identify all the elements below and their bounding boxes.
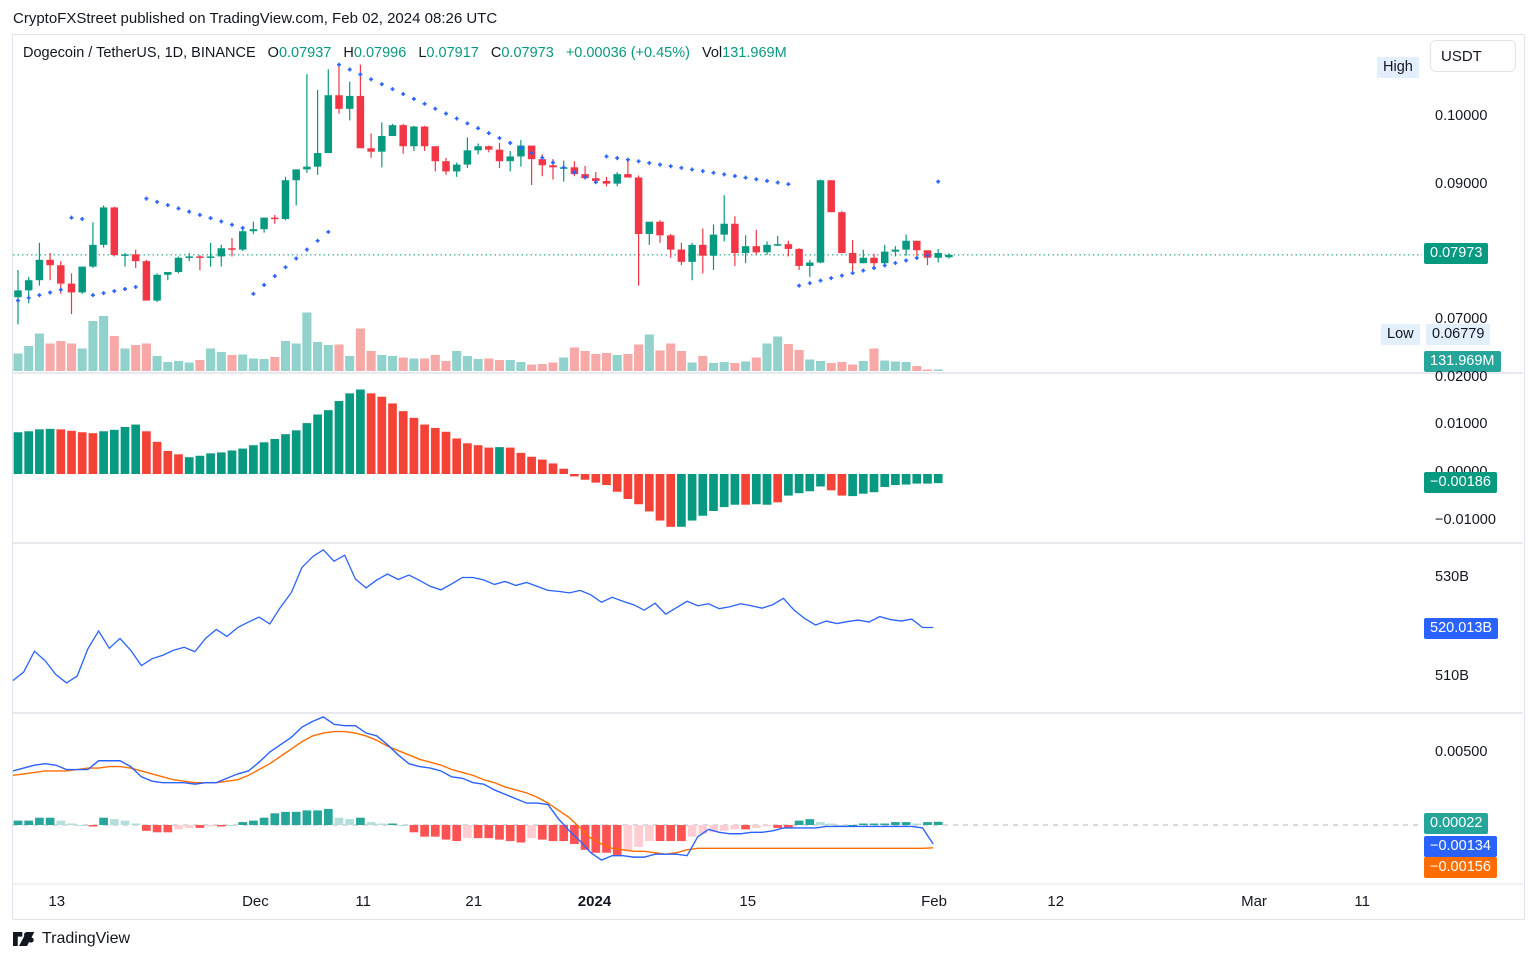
low-marker-value: 0.06779 (1426, 324, 1491, 345)
time-axis-label: 15 (739, 893, 757, 910)
macd-tick: 0.00500 (1435, 744, 1488, 760)
time-axis-label: Dec (242, 893, 269, 910)
osc-tick: −0.01000 (1435, 512, 1496, 528)
time-axis-label: 11 (1354, 893, 1370, 910)
osc-tick: 0.02000 (1435, 369, 1488, 385)
high-label: H (343, 45, 354, 61)
mcap-current-tag: 520.013B (1424, 618, 1499, 639)
mcap-tick: 530B (1435, 569, 1469, 585)
chart-frame (12, 34, 1525, 920)
tradingview-logo-icon (13, 932, 35, 946)
currency-button[interactable]: USDT (1430, 40, 1516, 72)
time-axis-label: Feb (921, 893, 947, 910)
change-value: +0.00036 (+0.45%) (565, 45, 690, 61)
pane-separator[interactable] (13, 372, 1523, 374)
pane-separator[interactable] (13, 712, 1523, 714)
time-axis-label: Mar (1241, 893, 1267, 910)
close-value: 0.07973 (501, 45, 554, 61)
macd-line-tag: −0.00134 (1424, 836, 1497, 857)
low-label: L (418, 45, 427, 61)
volume-label: Vol (702, 45, 723, 61)
osc-tick: 0.01000 (1435, 416, 1488, 432)
osc-current-tag: −0.00186 (1424, 472, 1497, 493)
macd-signal-tag: −0.00156 (1424, 857, 1497, 878)
time-axis-label: 11 (355, 893, 371, 910)
volume-value: 131.969M (722, 45, 787, 61)
current-price-tag: 0.07973 (1424, 243, 1489, 264)
publish-info: CryptoFXStreet published on TradingView.… (13, 10, 498, 27)
time-axis-label: 13 (48, 893, 66, 910)
price-tick: 0.07000 (1435, 311, 1488, 327)
open-value: 0.07937 (278, 45, 332, 61)
open-label: O (267, 45, 279, 61)
mcap-tick: 510B (1435, 668, 1469, 684)
price-tick: 0.09000 (1435, 176, 1488, 192)
time-axis-label: 2024 (577, 893, 612, 910)
price-tick: 0.10000 (1435, 108, 1488, 124)
high-marker-label: High (1377, 57, 1419, 78)
low-marker-label: Low (1381, 324, 1420, 345)
symbol-name: Dogecoin / TetherUS, 1D, BINANCE (23, 45, 256, 61)
low-value: 0.07917 (426, 45, 479, 61)
macd-hist-tag: 0.00022 (1424, 813, 1489, 834)
high-value: 0.07996 (353, 45, 407, 61)
time-axis-label: 21 (465, 893, 483, 910)
symbol-legend: Dogecoin / TetherUS, 1D, BINANCE O0.0793… (23, 45, 787, 61)
close-label: C (490, 45, 502, 61)
time-axis-label: 12 (1047, 893, 1065, 910)
pane-separator[interactable] (13, 542, 1523, 544)
tradingview-logo[interactable]: TradingView (13, 930, 130, 948)
volume-tag: 131.969M (1424, 351, 1501, 372)
tradingview-logo-text: TradingView (42, 930, 131, 947)
